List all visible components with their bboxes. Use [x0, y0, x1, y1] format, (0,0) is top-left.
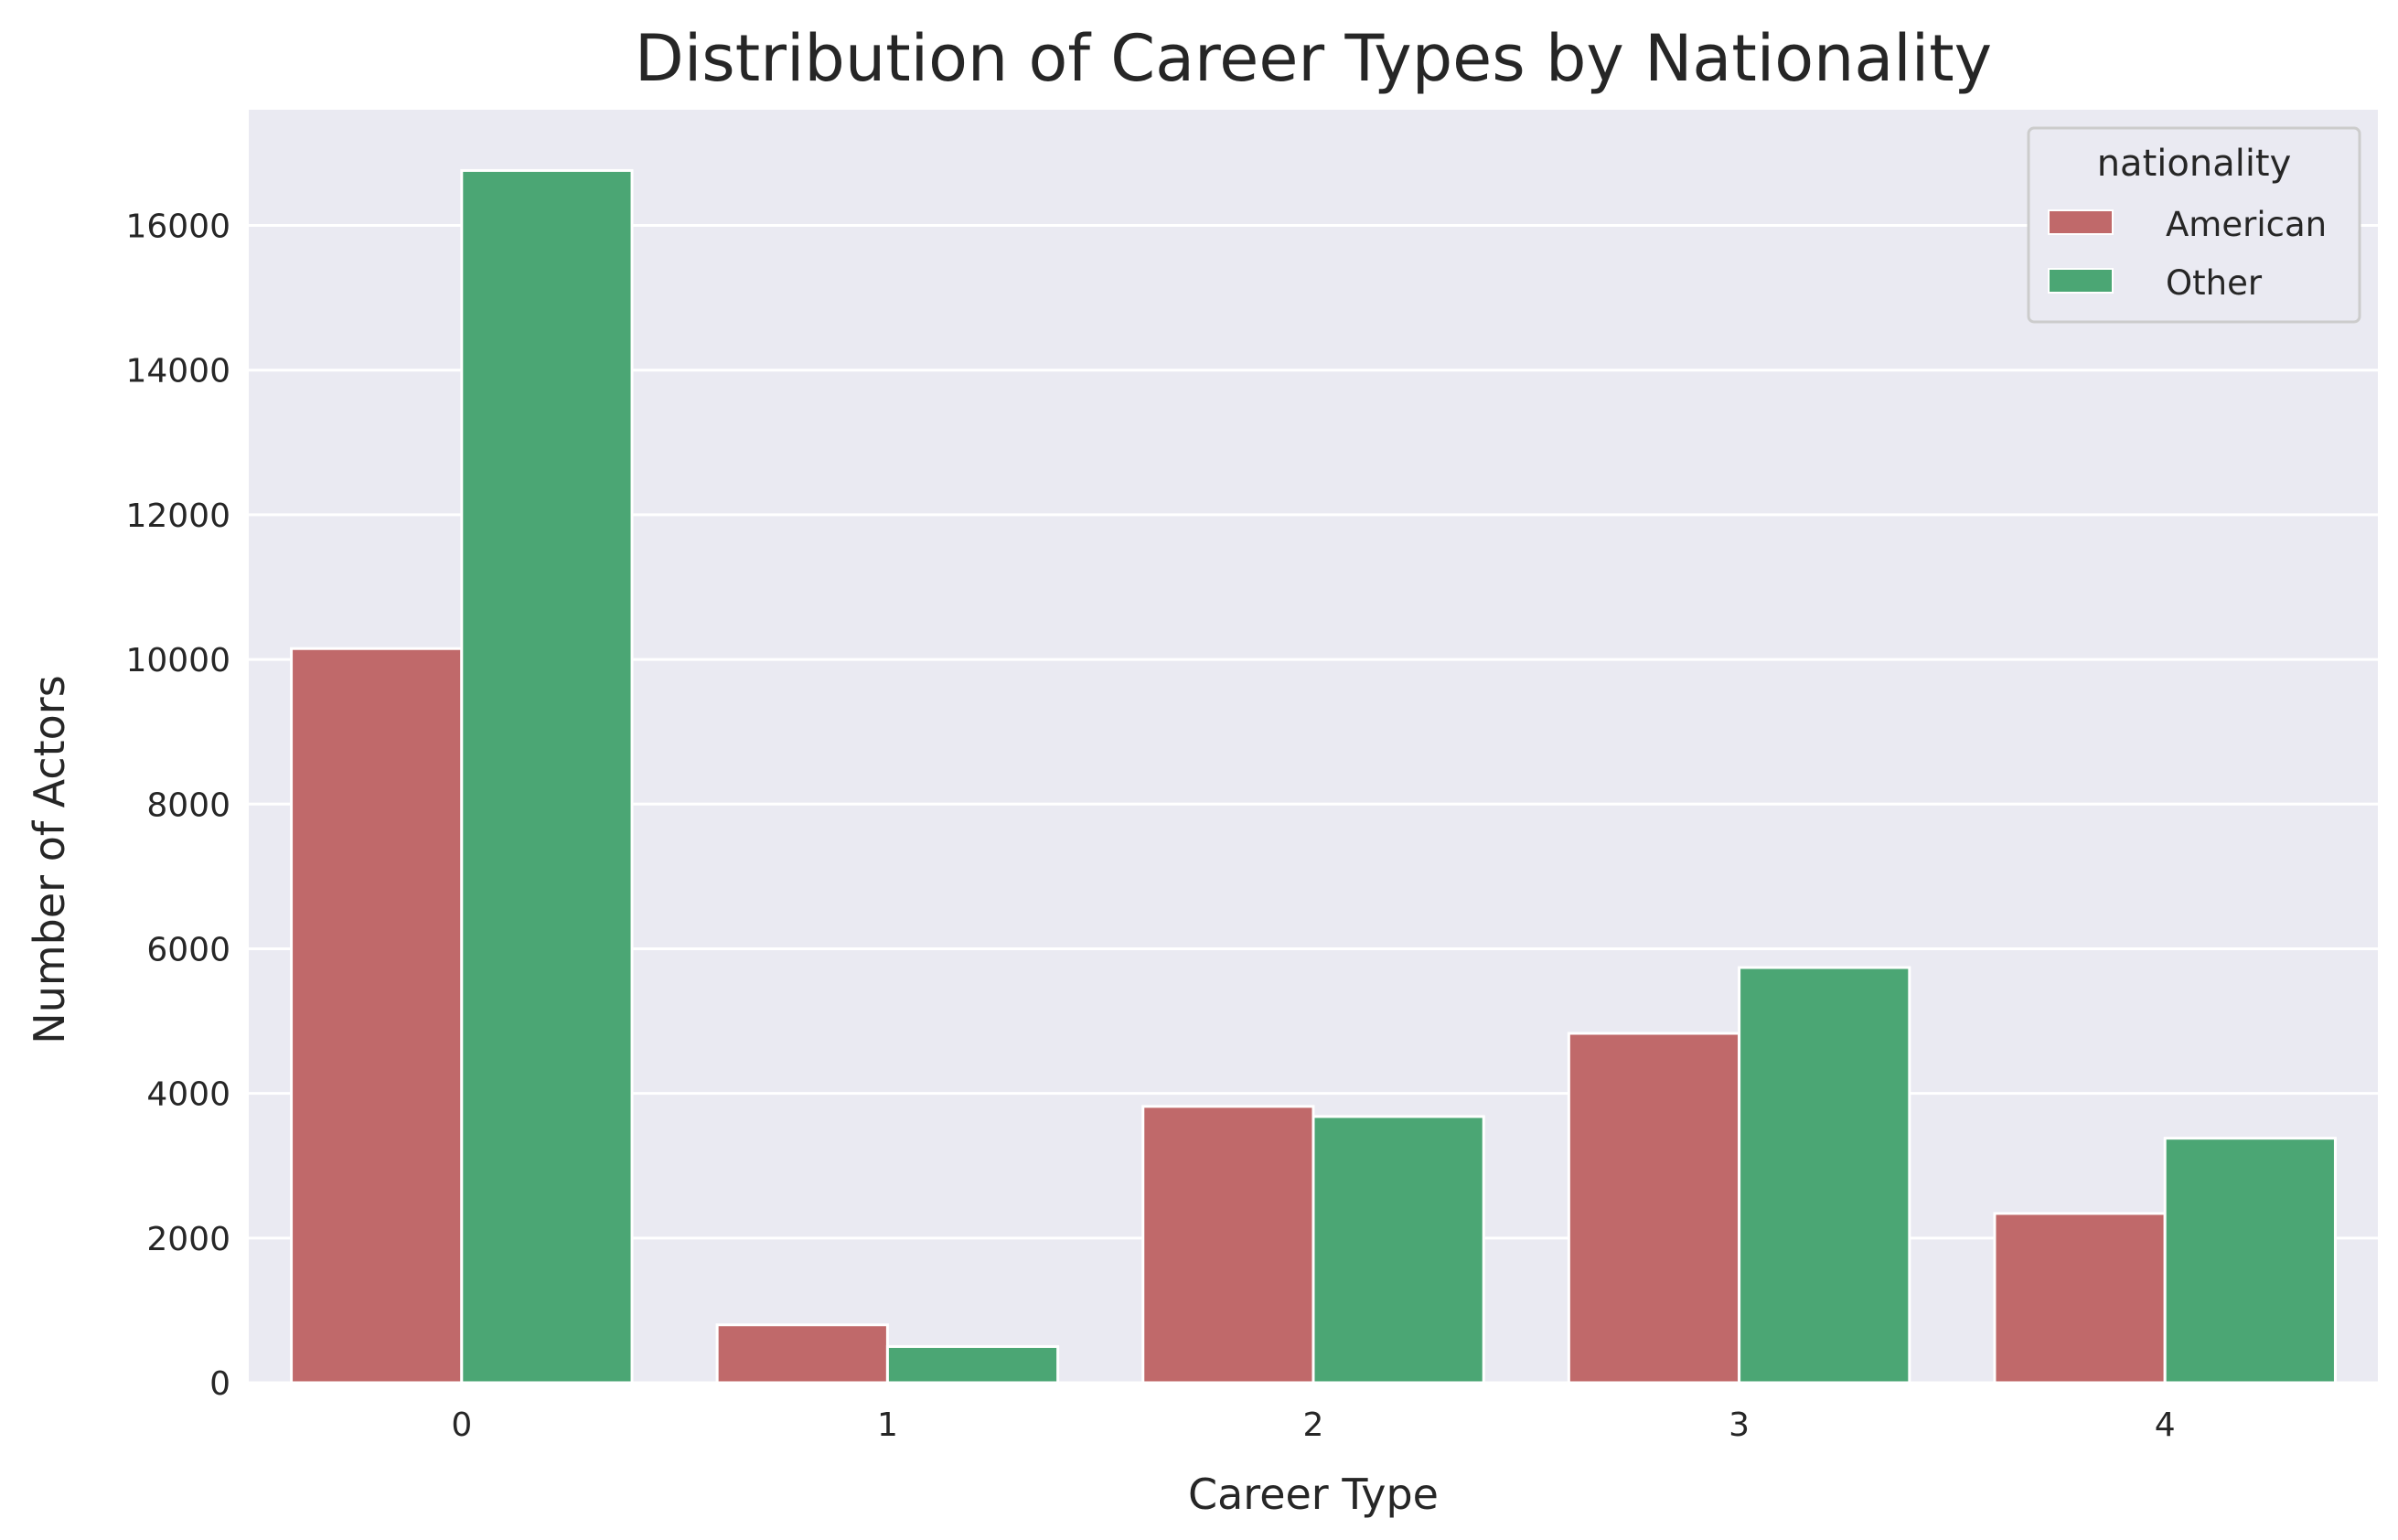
legend-label-other: Other: [2166, 263, 2263, 303]
y-axis-label: Number of Actors: [25, 675, 74, 1043]
x-tick-label: 0: [451, 1406, 472, 1444]
y-tick-label: 2000: [146, 1221, 230, 1258]
bar-american-3: [1567, 1032, 1741, 1385]
x-tick-label: 1: [877, 1406, 898, 1444]
y-tick-label: 16000: [125, 209, 230, 246]
y-tick-labels: 0 2000 4000 6000 8000 10000 12000 14000 16000: [125, 209, 230, 1403]
legend-title: nationality: [2097, 143, 2292, 185]
chart-title: Distribution of Career Types by National…: [635, 21, 1992, 96]
legend-swatch-american: [2048, 209, 2114, 235]
bar-other-2: [1311, 1115, 1485, 1385]
bar-other-1: [885, 1344, 1060, 1385]
x-tick-labels: 0 1 2 3 4: [451, 1406, 2175, 1444]
legend: nationality American Other: [2027, 126, 2361, 324]
y-tick-label: 0: [209, 1365, 230, 1403]
x-tick-label: 2: [1303, 1406, 1324, 1444]
x-axis-label: Career Type: [1188, 1470, 1439, 1519]
y-tick-label: 8000: [146, 786, 230, 824]
legend-label-american: American: [2166, 205, 2327, 244]
y-tick-label: 12000: [125, 497, 230, 535]
legend-swatch-other: [2048, 268, 2114, 294]
y-tick-label: 10000: [125, 642, 230, 679]
bar-other-4: [2163, 1137, 2337, 1385]
bar-american-0: [290, 647, 464, 1385]
x-tick-label: 3: [1729, 1406, 1750, 1444]
x-tick-label: 4: [2155, 1406, 2176, 1444]
bar-american-2: [1141, 1105, 1315, 1385]
bar-other-0: [460, 168, 634, 1385]
bar-american-1: [715, 1323, 889, 1385]
y-tick-label: 14000: [125, 353, 230, 390]
bar-american-4: [1993, 1212, 2167, 1385]
bars: [290, 168, 2337, 1385]
y-tick-label: 6000: [146, 931, 230, 968]
bar-other-3: [1738, 966, 1911, 1385]
y-tick-label: 4000: [146, 1076, 230, 1114]
